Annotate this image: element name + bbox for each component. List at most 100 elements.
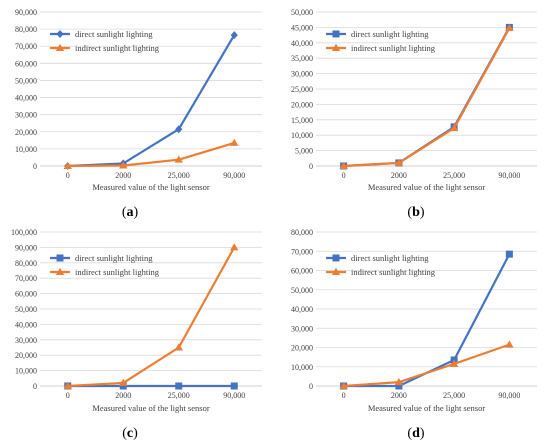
- y-tick-label: 20,000: [15, 351, 37, 360]
- legend-label: indirect sunlight lighting: [351, 267, 436, 277]
- y-tick-label: 45,000: [291, 23, 313, 32]
- panel-caption-close: ): [133, 426, 138, 441]
- y-tick-label: 100,000: [11, 228, 37, 237]
- y-tick-label: 40,000: [291, 39, 313, 48]
- panel-caption-open: (: [122, 426, 127, 441]
- panel-caption-letter: d: [412, 426, 420, 441]
- x-tick-label: 2000: [391, 171, 407, 180]
- series-line-indirect: [343, 343, 510, 388]
- y-tick-label: 30,000: [15, 336, 37, 345]
- x-tick-label: 2000: [115, 171, 131, 180]
- panel-caption: (c): [122, 426, 138, 441]
- legend-swatch-marker: [331, 267, 341, 275]
- data-point: [394, 377, 404, 386]
- series-line-indirect: [67, 246, 236, 388]
- y-tick-label: 20,000: [291, 100, 313, 109]
- y-tick-label: 0: [33, 162, 37, 171]
- panel-caption-letter: c: [127, 426, 133, 441]
- legend-label: direct sunlight lighting: [75, 29, 153, 39]
- data-point: [63, 381, 72, 389]
- y-tick-label: 70,000: [15, 42, 37, 51]
- x-tick-label: 90,000: [223, 391, 245, 400]
- data-point: [230, 382, 238, 390]
- data-point: [395, 382, 403, 390]
- data-point: [175, 125, 183, 134]
- data-point: [119, 382, 127, 390]
- legend-label: indirect sunlight lighting: [351, 43, 436, 53]
- x-tick-label: 90,000: [498, 171, 520, 180]
- data-point: [230, 138, 239, 146]
- y-tick-label: 15,000: [291, 116, 313, 125]
- y-tick-label: 60,000: [15, 59, 37, 68]
- data-point: [505, 23, 514, 32]
- y-tick-label: 30,000: [15, 111, 37, 120]
- x-tick-label: 2000: [115, 391, 131, 400]
- y-tick-label: 20,000: [15, 128, 37, 137]
- y-tick-label: 20,000: [291, 344, 313, 353]
- y-tick-label: 50,000: [291, 286, 313, 295]
- x-tick-label: 2000: [391, 391, 407, 400]
- legend-swatch-marker: [55, 43, 65, 51]
- data-point: [230, 31, 238, 40]
- y-tick-label: 25,000: [291, 85, 313, 94]
- chart-panel-c: 0 10,000 20,000 30,000 40,000 50,000 60,000 70,…: [11, 228, 262, 441]
- data-point: [339, 381, 348, 389]
- data-point: [505, 340, 514, 348]
- legend-swatch-marker: [56, 30, 64, 38]
- legend-swatch-marker: [56, 254, 64, 262]
- y-tick-label: 50,000: [15, 76, 37, 85]
- data-point: [339, 161, 348, 169]
- y-tick-label: 60,000: [15, 290, 37, 299]
- y-tick-label: 10,000: [15, 367, 37, 376]
- x-axis-title: Measured value of the light sensor: [92, 403, 209, 413]
- panel-caption: (b): [407, 205, 424, 220]
- legend-label: direct sunlight lighting: [75, 253, 153, 263]
- panel-caption-close: ): [134, 205, 139, 220]
- series-line-indirect: [67, 141, 235, 168]
- y-tick-label: 30,000: [291, 324, 313, 333]
- panel-caption-close: ): [420, 205, 425, 220]
- y-tick-label: 80,000: [15, 25, 37, 34]
- x-tick-label: 25,000: [443, 171, 465, 180]
- y-tick-label: 50,000: [291, 8, 313, 17]
- x-tick-label: 90,000: [498, 391, 520, 400]
- y-tick-label: 80,000: [291, 228, 313, 237]
- x-axis-title: Measured value of the light sensor: [92, 182, 209, 192]
- y-tick-label: 40,000: [15, 320, 37, 329]
- data-point: [119, 161, 128, 169]
- y-tick-label: 10,000: [15, 145, 37, 154]
- x-tick-label: 25,000: [168, 171, 190, 180]
- y-tick-label: 0: [309, 382, 313, 391]
- data-point: [449, 359, 459, 367]
- panel-caption-letter: a: [127, 205, 134, 220]
- data-point: [505, 250, 513, 258]
- y-tick-label: 35,000: [291, 54, 313, 63]
- y-tick-label: 50,000: [15, 305, 37, 314]
- y-tick-label: 10,000: [291, 131, 313, 140]
- data-point: [63, 161, 72, 169]
- x-tick-label: 90,000: [223, 171, 245, 180]
- series-line-indirect: [343, 27, 511, 168]
- x-tick-label: 0: [342, 171, 346, 180]
- panel-caption-open: (: [407, 426, 412, 441]
- x-tick-label: 0: [66, 391, 70, 400]
- panel-caption: (d): [407, 426, 424, 441]
- panel-caption: (a): [122, 205, 139, 220]
- y-tick-label: 10,000: [291, 363, 313, 372]
- y-tick-label: 5,000: [295, 147, 313, 156]
- y-tick-label: 30,000: [291, 70, 313, 79]
- chart-panel-a: 0 10,000 20,000 30,000 40,000 50,000 60,000 70,…: [15, 8, 262, 220]
- x-axis-title: Measured value of the light sensor: [368, 403, 485, 413]
- data-point: [175, 382, 183, 390]
- y-tick-label: 0: [33, 382, 37, 391]
- legend-label: direct sunlight lighting: [351, 253, 429, 263]
- legend-label: indirect sunlight lighting: [75, 267, 160, 277]
- y-tick-label: 90,000: [15, 8, 37, 17]
- series-line-direct: [67, 34, 236, 168]
- data-point: [230, 243, 239, 251]
- legend-swatch-marker: [55, 267, 65, 275]
- y-tick-label: 70,000: [291, 247, 313, 256]
- y-tick-label: 70,000: [15, 274, 37, 283]
- data-point: [394, 158, 404, 166]
